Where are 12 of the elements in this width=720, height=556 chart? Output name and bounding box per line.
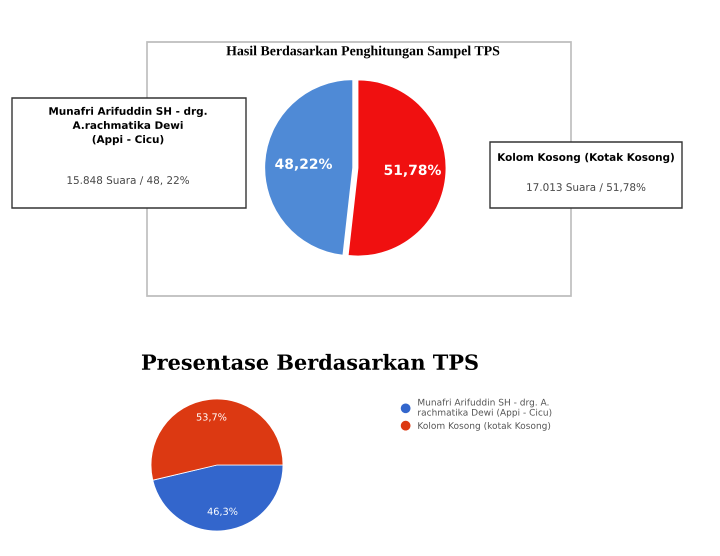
chart-title: Presentase Berdasarkan TPS bbox=[142, 354, 478, 370]
legend-label: Kolom Kosong (kotak Kosong) bbox=[418, 422, 550, 431]
slice-label: Kolom Kosong (Kotak Kosong) bbox=[498, 152, 674, 164]
data-label: 53,7% bbox=[196, 413, 226, 422]
legend-label: Munafri Arifuddin SH - drg. A. rachmatika Dewi (Appi - Cicu) bbox=[418, 398, 552, 418]
data-label: 46,3% bbox=[208, 508, 238, 516]
text: 15.848 Suara / 48, 22% bbox=[68, 176, 190, 186]
slice-label: Munafri Arifuddin SH - drg. A.rachmatika Dewi (Appi - Cicu) bbox=[49, 106, 207, 146]
data-label: 51,78% bbox=[384, 164, 441, 177]
text: 17.013 Suara / 51,78% bbox=[527, 183, 646, 192]
chart-title: Hasil Berdasarkan Penghitungan Sampel TPS bbox=[226, 46, 500, 58]
data-label: 48,22% bbox=[275, 158, 332, 171]
